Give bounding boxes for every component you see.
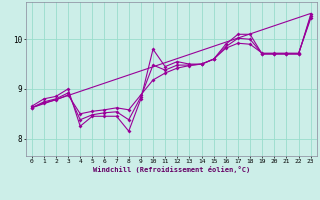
X-axis label: Windchill (Refroidissement éolien,°C): Windchill (Refroidissement éolien,°C)	[92, 166, 250, 173]
